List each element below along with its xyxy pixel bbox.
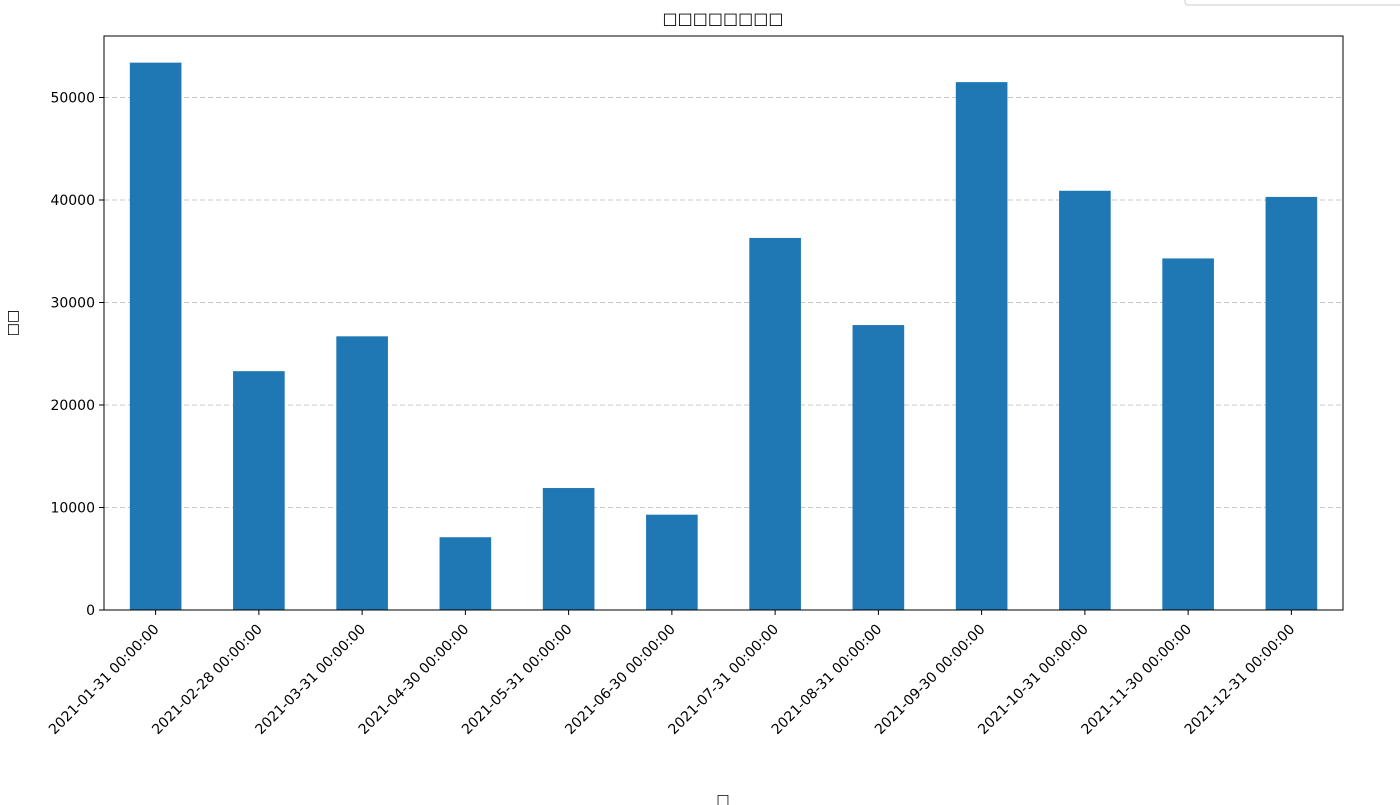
bar	[233, 371, 285, 610]
bar	[542, 488, 595, 610]
bar	[1059, 190, 1111, 610]
y-tick-label: 10000	[50, 501, 95, 517]
axes-frame	[103, 35, 1344, 611]
x-tick-label: 2021-03-31 00:00:00	[252, 622, 368, 738]
bar	[336, 336, 388, 610]
bar	[852, 325, 905, 610]
x-tick-label: 2021-07-31 00:00:00	[665, 622, 781, 738]
y-tick-label: 0	[86, 603, 95, 619]
x-axis-label: □	[716, 792, 729, 805]
bar	[439, 537, 492, 610]
x-tick-label: 2021-02-28 00:00:00	[149, 622, 265, 738]
bar	[955, 82, 1008, 610]
y-tick-label: 20000	[50, 398, 95, 414]
bar	[646, 514, 698, 610]
x-tick-label: 2021-01-31 00:00:00	[46, 622, 162, 738]
bar	[1162, 258, 1214, 610]
corner-widget	[1184, 0, 1400, 6]
chart-title: □□□□□□□□	[663, 9, 784, 28]
bar	[129, 62, 182, 610]
x-tick-label: 2021-11-30 00:00:00	[1078, 622, 1194, 738]
x-tick-label: 2021-10-31 00:00:00	[975, 622, 1091, 738]
x-tick-label: 2021-05-31 00:00:00	[459, 622, 575, 738]
bar	[1265, 196, 1318, 611]
y-tick-label: 30000	[50, 296, 95, 312]
y-tick-label: 50000	[50, 91, 95, 107]
y-tick-label: 40000	[50, 193, 95, 209]
bar	[749, 237, 801, 611]
y-axis-label: □□	[5, 310, 21, 336]
x-tick-label: 2021-09-30 00:00:00	[872, 622, 988, 738]
x-tick-label: 2021-04-30 00:00:00	[356, 622, 472, 738]
x-tick-label: 2021-08-31 00:00:00	[769, 622, 885, 738]
x-tick-label: 2021-06-30 00:00:00	[562, 622, 678, 738]
x-tick-label: 2021-12-31 00:00:00	[1182, 622, 1298, 738]
